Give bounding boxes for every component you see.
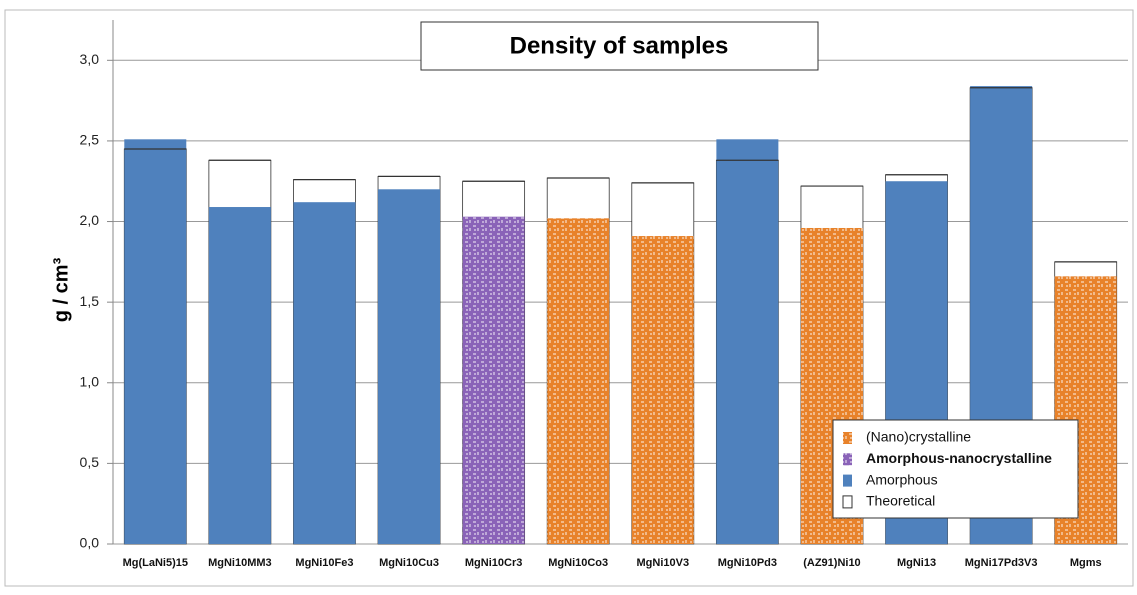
y-tick-label: 2,0 [80,212,100,228]
x-tick-label: MgNi10Co3 [548,557,608,569]
x-tick-label: MgNi10Cu3 [379,557,439,569]
x-tick-label: MgNi10MM3 [208,557,272,569]
y-axis-label: g / cm³ [50,257,72,322]
bar [547,218,610,544]
legend-swatch [843,474,852,487]
x-tick-label: MgNi10Pd3 [718,557,777,569]
y-tick-label: 1,5 [80,293,100,309]
y-tick-label: 2,5 [80,132,100,148]
x-tick-label: MgNi17Pd3V3 [965,557,1038,569]
x-tick-label: MgNi10Cr3 [465,557,522,569]
x-tick-label: (AZ91)Ni10 [803,557,860,569]
legend-label: (Nano)crystalline [866,429,971,445]
y-tick-label: 0,5 [80,454,100,470]
bar [124,139,187,544]
bar [378,189,441,545]
y-tick-label: 3,0 [80,51,100,67]
y-tick-label: 1,0 [80,373,100,389]
legend-label: Amorphous-nanocrystalline [866,450,1052,466]
x-tick-label: MgNi10V3 [637,557,690,569]
legend-label: Theoretical [866,493,935,509]
x-tick-label: Mg(LaNi5)15 [123,557,188,569]
legend-box [832,419,1079,519]
chart-title: Density of samples [510,32,729,59]
legend-swatch [843,432,852,444]
bar [631,236,694,544]
x-tick-label: MgNi13 [897,557,936,569]
bar [293,202,356,544]
legend-swatch [843,453,852,466]
bar [462,216,525,544]
title-box [420,21,819,71]
bar [716,139,779,544]
legend-swatch [842,495,853,509]
x-tick-label: Mgms [1070,557,1102,569]
bar [208,207,271,544]
chart-frame [4,9,1134,587]
x-tick-label: MgNi10Fe3 [295,557,353,569]
legend-label: Amorphous [866,471,938,487]
y-tick-label: 0,0 [80,535,100,551]
